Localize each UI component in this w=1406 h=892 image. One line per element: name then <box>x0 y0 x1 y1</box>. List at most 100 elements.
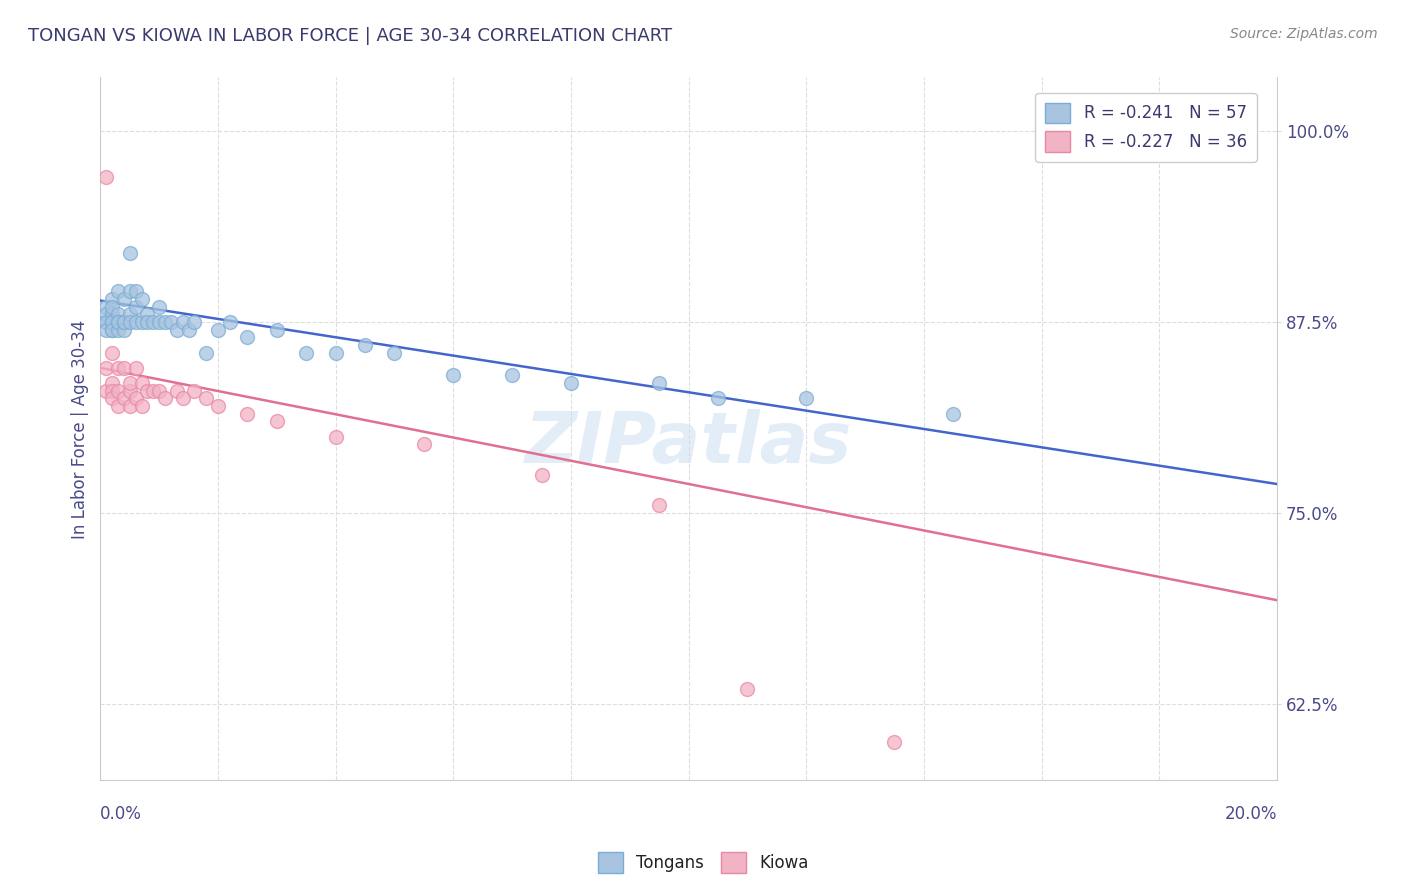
Point <box>195 345 218 359</box>
Point <box>118 246 141 260</box>
Point <box>883 735 905 749</box>
Point <box>131 292 153 306</box>
Point <box>107 315 129 329</box>
Point <box>148 384 170 398</box>
Point <box>560 376 582 390</box>
Point <box>96 315 118 329</box>
Text: 20.0%: 20.0% <box>1225 805 1277 823</box>
Point <box>183 315 205 329</box>
Point <box>195 392 218 406</box>
Point <box>107 307 129 321</box>
Point <box>96 360 118 375</box>
Point <box>124 392 146 406</box>
Point <box>153 392 176 406</box>
Point <box>236 407 259 421</box>
Point <box>96 169 118 184</box>
Point <box>136 315 159 329</box>
Point <box>218 315 240 329</box>
Point <box>148 300 170 314</box>
Y-axis label: In Labor Force | Age 30-34: In Labor Force | Age 30-34 <box>72 319 89 539</box>
Point <box>942 407 965 421</box>
Point <box>384 345 406 359</box>
Point <box>131 376 153 390</box>
Point <box>207 323 229 337</box>
Point <box>236 330 259 344</box>
Point <box>112 292 135 306</box>
Point <box>737 681 759 696</box>
Point <box>794 392 817 406</box>
Point <box>96 384 118 398</box>
Text: Source: ZipAtlas.com: Source: ZipAtlas.com <box>1230 27 1378 41</box>
Point <box>172 315 194 329</box>
Legend: R = -0.241   N = 57, R = -0.227   N = 36: R = -0.241 N = 57, R = -0.227 N = 36 <box>1035 93 1257 161</box>
Legend: Tongans, Kiowa: Tongans, Kiowa <box>591 846 815 880</box>
Point <box>101 307 124 321</box>
Point <box>183 384 205 398</box>
Point <box>412 437 434 451</box>
Point <box>118 315 141 329</box>
Point <box>160 315 183 329</box>
Point <box>101 292 124 306</box>
Point <box>325 345 347 359</box>
Point <box>107 285 129 299</box>
Point <box>101 392 124 406</box>
Point <box>101 323 124 337</box>
Point <box>101 376 124 390</box>
Point <box>107 399 129 413</box>
Point <box>124 285 146 299</box>
Point <box>166 384 188 398</box>
Point <box>131 399 153 413</box>
Point <box>648 499 671 513</box>
Point <box>136 384 159 398</box>
Point <box>142 315 165 329</box>
Point <box>266 414 288 428</box>
Point <box>354 338 377 352</box>
Point <box>172 392 194 406</box>
Point <box>266 323 288 337</box>
Point <box>112 392 135 406</box>
Point <box>101 300 124 314</box>
Point <box>177 323 200 337</box>
Point <box>325 429 347 443</box>
Point <box>707 392 730 406</box>
Point <box>96 307 118 321</box>
Point <box>107 315 129 329</box>
Text: TONGAN VS KIOWA IN LABOR FORCE | AGE 30-34 CORRELATION CHART: TONGAN VS KIOWA IN LABOR FORCE | AGE 30-… <box>28 27 672 45</box>
Point <box>441 368 464 383</box>
Text: ZIPatlas: ZIPatlas <box>524 409 852 477</box>
Point <box>112 323 135 337</box>
Point <box>118 384 141 398</box>
Point <box>153 315 176 329</box>
Point <box>530 467 553 482</box>
Point <box>648 376 671 390</box>
Point <box>148 315 170 329</box>
Point <box>101 315 124 329</box>
Point <box>131 315 153 329</box>
Point <box>101 315 124 329</box>
Point <box>124 315 146 329</box>
Point <box>118 399 141 413</box>
Point <box>501 368 523 383</box>
Point <box>295 345 318 359</box>
Point <box>107 323 129 337</box>
Point <box>142 384 165 398</box>
Point <box>112 360 135 375</box>
Point <box>96 315 118 329</box>
Point <box>136 307 159 321</box>
Point <box>118 376 141 390</box>
Point <box>101 384 124 398</box>
Point <box>101 323 124 337</box>
Point <box>96 323 118 337</box>
Point <box>112 315 135 329</box>
Point <box>118 285 141 299</box>
Point <box>207 399 229 413</box>
Point <box>107 360 129 375</box>
Point <box>124 300 146 314</box>
Point <box>118 307 141 321</box>
Point <box>124 360 146 375</box>
Point <box>166 323 188 337</box>
Point <box>112 315 135 329</box>
Point <box>107 384 129 398</box>
Text: 0.0%: 0.0% <box>100 805 142 823</box>
Point <box>101 345 124 359</box>
